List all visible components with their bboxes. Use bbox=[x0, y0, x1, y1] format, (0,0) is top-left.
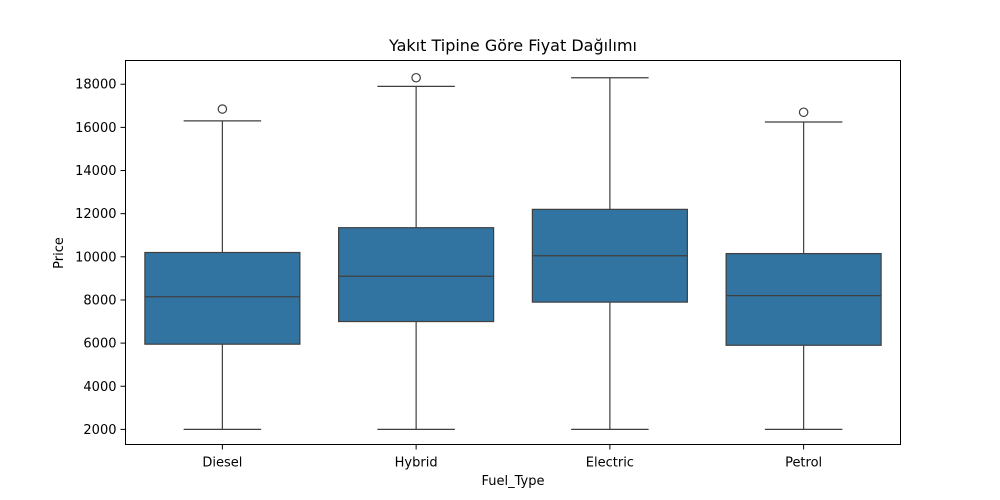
y-tick-label: 10000 bbox=[75, 250, 116, 265]
y-axis: 2000 4000 6000 8000 10000 12000 14000 16000 1800… bbox=[75, 78, 126, 438]
plot-area bbox=[144, 72, 882, 430]
y-tick-label: 18000 bbox=[75, 78, 116, 93]
box-group-petrol bbox=[725, 107, 882, 430]
x-tick-label: Electric bbox=[586, 456, 634, 471]
x-tick-label: Petrol bbox=[785, 456, 822, 471]
box-group-electric bbox=[531, 77, 688, 430]
chart-title: Yakıt Tipine Göre Fiyat Dağılımı bbox=[388, 36, 637, 55]
y-tick-label: 12000 bbox=[75, 207, 116, 222]
y-tick-label: 4000 bbox=[83, 380, 116, 395]
y-tick-label: 2000 bbox=[83, 423, 116, 438]
y-tick-label: 16000 bbox=[75, 121, 116, 136]
x-tick-label: Hybrid bbox=[395, 456, 438, 471]
iqr-box bbox=[144, 251, 301, 345]
x-axis-label: Fuel_Type bbox=[482, 474, 545, 489]
outlier-point bbox=[411, 72, 421, 83]
x-tick-label: Diesel bbox=[202, 456, 242, 471]
x-axis: Diesel Hybrid Electric Petrol bbox=[202, 444, 822, 471]
outlier-point bbox=[798, 107, 809, 118]
plot-frame bbox=[125, 60, 901, 445]
outlier-point bbox=[217, 104, 228, 114]
box-group-hybrid bbox=[338, 72, 495, 430]
iqr-box bbox=[338, 227, 495, 323]
y-tick-label: 6000 bbox=[83, 337, 116, 352]
y-axis-label: Price bbox=[52, 237, 67, 269]
iqr-box bbox=[725, 252, 882, 346]
y-tick-label: 8000 bbox=[83, 293, 116, 308]
y-tick-label: 14000 bbox=[75, 164, 116, 179]
box-group-diesel bbox=[144, 104, 301, 430]
